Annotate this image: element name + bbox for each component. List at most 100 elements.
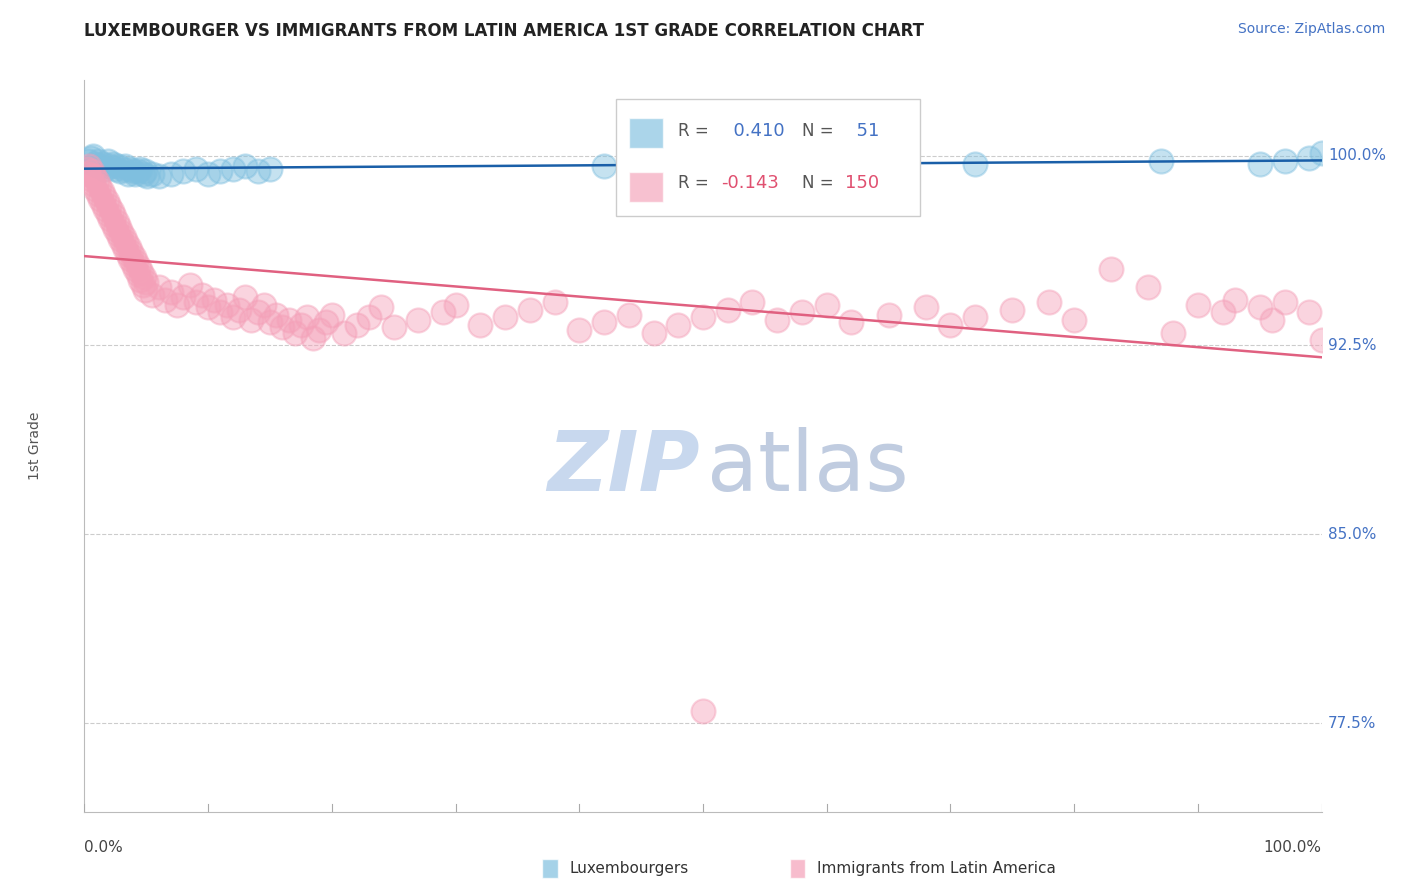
Point xyxy=(107,227,129,241)
Point xyxy=(97,207,120,221)
Point xyxy=(1150,153,1173,168)
Point xyxy=(233,159,256,173)
Point xyxy=(129,265,152,279)
Point xyxy=(84,156,107,170)
Text: 51: 51 xyxy=(845,122,880,140)
Point xyxy=(104,222,127,236)
Point xyxy=(132,270,155,285)
Point xyxy=(89,179,111,194)
Point xyxy=(110,232,132,246)
Point xyxy=(914,300,936,314)
Point xyxy=(1137,280,1160,294)
Point xyxy=(122,250,145,264)
Point xyxy=(277,313,299,327)
Point xyxy=(128,260,150,274)
Point xyxy=(240,313,263,327)
Point xyxy=(692,704,714,718)
Point xyxy=(593,159,616,173)
FancyBboxPatch shape xyxy=(790,859,806,878)
Point xyxy=(741,295,763,310)
Point xyxy=(290,318,312,332)
Point xyxy=(179,277,201,292)
FancyBboxPatch shape xyxy=(543,859,558,878)
Point xyxy=(643,326,665,340)
Point xyxy=(134,283,156,297)
Point xyxy=(148,280,170,294)
Point xyxy=(643,159,665,173)
Point xyxy=(124,167,146,181)
Point xyxy=(790,305,813,319)
Point xyxy=(228,302,250,317)
Point xyxy=(346,318,368,332)
FancyBboxPatch shape xyxy=(616,99,920,216)
Point xyxy=(160,167,183,181)
Point xyxy=(172,290,194,304)
Point xyxy=(83,169,105,183)
Text: 77.5%: 77.5% xyxy=(1327,716,1376,731)
Point xyxy=(222,310,245,325)
Point xyxy=(315,315,337,329)
Point xyxy=(184,295,207,310)
Point xyxy=(1063,313,1085,327)
Point xyxy=(111,237,134,252)
Point xyxy=(89,159,111,173)
Point xyxy=(841,315,863,329)
Point xyxy=(382,320,405,334)
Point xyxy=(1298,152,1320,166)
Point xyxy=(568,323,591,337)
Point xyxy=(77,153,100,168)
Text: 0.0%: 0.0% xyxy=(84,840,124,855)
Point xyxy=(121,164,143,178)
Point xyxy=(104,161,127,176)
Point xyxy=(79,152,101,166)
Point xyxy=(76,161,98,176)
Point xyxy=(617,161,640,176)
Point xyxy=(114,159,136,173)
Point xyxy=(125,255,148,269)
Point xyxy=(141,167,163,181)
Point xyxy=(90,184,112,198)
Point xyxy=(1161,326,1184,340)
Text: 0.410: 0.410 xyxy=(721,122,785,140)
Point xyxy=(284,326,307,340)
Point xyxy=(1274,295,1296,310)
Point xyxy=(115,235,138,249)
Point xyxy=(110,225,132,239)
Point xyxy=(333,326,356,340)
Point xyxy=(253,298,276,312)
Point xyxy=(1249,156,1271,170)
Point xyxy=(153,293,176,307)
Point xyxy=(519,302,541,317)
Point xyxy=(114,242,136,256)
Point xyxy=(166,298,188,312)
Point xyxy=(91,156,114,170)
Text: ZIP: ZIP xyxy=(547,427,699,508)
Point xyxy=(87,186,110,201)
Point xyxy=(120,161,142,176)
Point xyxy=(370,300,392,314)
Point xyxy=(717,302,740,317)
Point xyxy=(191,287,214,301)
Point xyxy=(127,268,149,282)
Point xyxy=(91,197,114,211)
Point xyxy=(112,229,135,244)
Point xyxy=(302,330,325,344)
Point xyxy=(1298,305,1320,319)
Point xyxy=(129,161,152,176)
Point xyxy=(97,153,120,168)
Point xyxy=(98,159,121,173)
Point xyxy=(131,277,153,292)
Point xyxy=(121,257,143,271)
Point xyxy=(98,199,121,213)
Point xyxy=(135,275,157,289)
Point xyxy=(202,293,225,307)
Point xyxy=(308,323,330,337)
Text: 150: 150 xyxy=(845,174,879,192)
Point xyxy=(80,164,103,178)
Point xyxy=(432,305,454,319)
Point xyxy=(82,149,104,163)
Point xyxy=(246,305,269,319)
Point xyxy=(117,247,139,261)
Point xyxy=(1261,313,1284,327)
Point xyxy=(98,212,121,227)
